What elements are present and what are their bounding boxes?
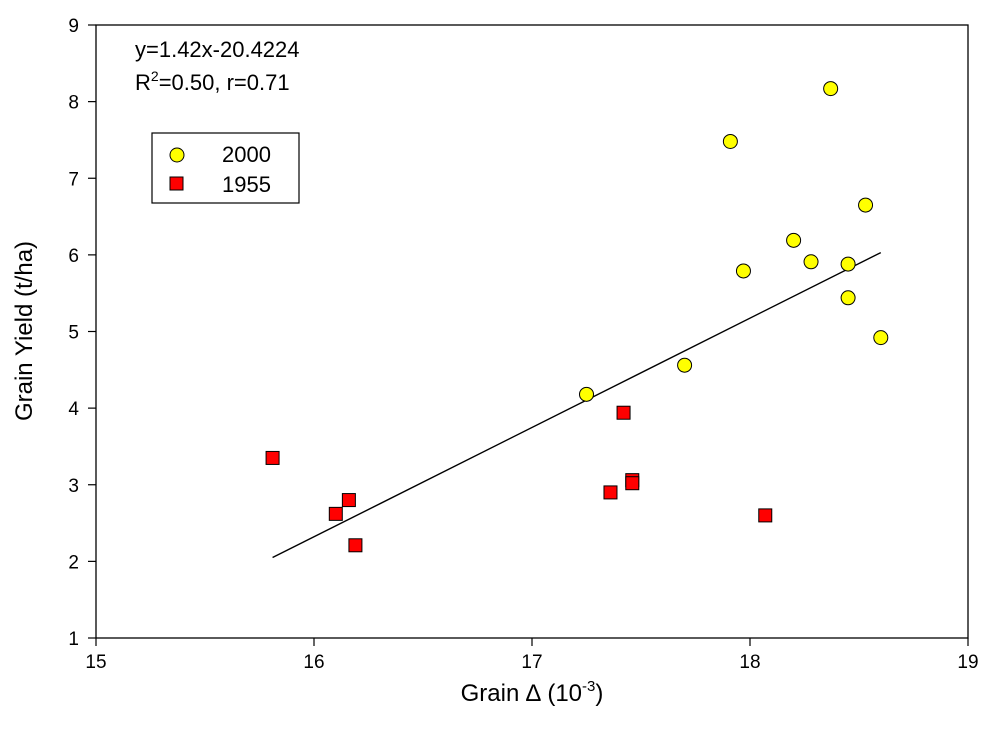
x-tick-label: 15 — [85, 652, 106, 673]
y-tick-label: 7 — [68, 169, 79, 190]
y-tick-label: 9 — [68, 16, 79, 37]
point-2000 — [803, 254, 819, 270]
x-axis-title-symbol: Δ — [525, 680, 541, 707]
legend-label-2000: 2000 — [222, 142, 271, 167]
legend: 2000 1955 — [151, 132, 300, 204]
data-points — [265, 81, 889, 553]
point-2000 — [873, 330, 889, 346]
point-1955 — [603, 485, 618, 500]
r2-rest: =0.50, r=0.71 — [159, 70, 290, 95]
y-tick-label: 3 — [68, 476, 79, 497]
point-1955 — [341, 493, 356, 508]
point-2000 — [858, 197, 874, 213]
point-1955 — [265, 450, 280, 465]
point-1955 — [328, 506, 343, 521]
x-axis-title-close: ) — [595, 680, 603, 707]
point-2000 — [735, 263, 751, 279]
x-axis-title: Grain Δ (10-3) — [461, 678, 604, 707]
r2-prefix: R — [135, 70, 151, 95]
regression-line — [272, 251, 882, 559]
legend-box — [151, 132, 300, 204]
x-tick-label: 18 — [739, 652, 760, 673]
equation-annotation: y=1.42x-20.4224 — [135, 37, 300, 62]
r2-superscript: 2 — [151, 68, 159, 84]
x-axis-title-units: (10 — [547, 680, 582, 707]
x-tick-label: 17 — [521, 652, 542, 673]
point-2000 — [722, 133, 738, 149]
point-1955 — [758, 508, 773, 523]
y-tick-label: 2 — [68, 552, 79, 573]
y-axis-title: Grain Yield (t/ha) — [11, 241, 38, 421]
y-tick-label: 5 — [68, 323, 79, 344]
y-tick-label: 4 — [68, 399, 79, 420]
y-tick-label: 8 — [68, 93, 79, 114]
y-tick-label: 1 — [68, 629, 79, 650]
r-squared-annotation: R2=0.50, r=0.71 — [135, 68, 290, 95]
point-2000 — [579, 386, 594, 402]
point-2000 — [786, 232, 802, 248]
y-tick-label: 6 — [68, 246, 79, 267]
point-1955 — [616, 405, 631, 420]
x-axis-title-main: Grain — [461, 680, 520, 707]
point-1955 — [348, 538, 363, 553]
legend-marker-2000 — [169, 147, 185, 163]
plot-frame — [95, 24, 969, 639]
point-2000 — [823, 81, 839, 97]
x-tick-label: 19 — [957, 652, 978, 673]
axis-ticks — [88, 24, 969, 646]
point-2000 — [840, 256, 856, 272]
point-2000 — [677, 357, 693, 373]
x-tick-label: 16 — [303, 652, 324, 673]
tick-labels: 15 16 17 18 19 1 2 3 4 5 6 7 8 9 — [68, 16, 978, 673]
point-1955 — [625, 476, 640, 491]
legend-marker-1955 — [169, 176, 184, 191]
x-axis-title-exponent: -3 — [582, 678, 595, 695]
legend-label-1955: 1955 — [222, 172, 271, 197]
point-2000 — [840, 290, 856, 306]
